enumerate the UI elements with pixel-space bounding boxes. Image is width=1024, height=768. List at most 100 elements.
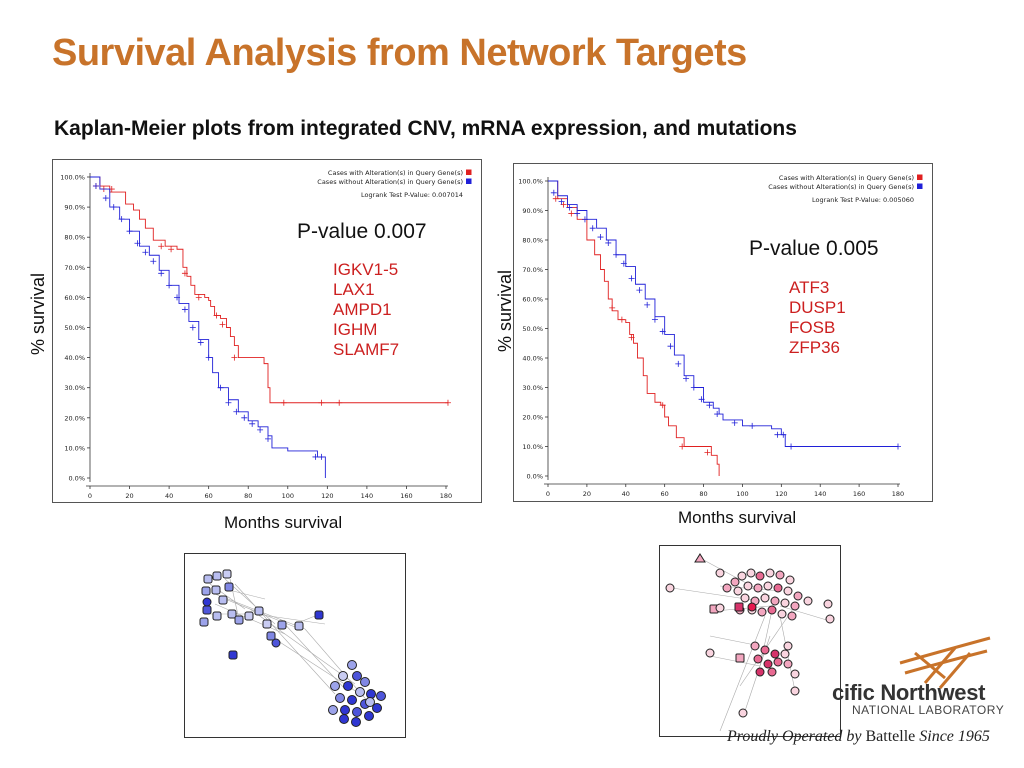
y-tick-label: 30.0% (64, 384, 85, 392)
censor-mark (589, 225, 596, 232)
censor-mark (92, 183, 99, 190)
logrank-text: Logrank Test P-Value: 0.005060 (812, 196, 914, 204)
km-series-line-altered (90, 176, 448, 404)
km-plot-right: 0.0% 10.0% 20.0% 30.0% 40.0% 50.0% 60.0% 70.0% 8… (513, 163, 933, 502)
censor-mark (704, 449, 711, 456)
x-tick-label: 120 (775, 490, 787, 498)
censor-mark (749, 422, 756, 429)
legend-entry-label: Cases without Alteration(s) in Query Gen… (317, 178, 463, 186)
censor-mark (118, 216, 125, 223)
censor-mark (166, 282, 173, 289)
gene-item: LAX1 (333, 280, 375, 299)
y-tick-label: 70.0% (522, 266, 543, 274)
x-tick-label: 0 (546, 490, 550, 498)
pvalue-right: P-value 0.005 (749, 237, 879, 260)
censor-mark (142, 249, 149, 256)
x-tick-label: 60 (661, 490, 669, 498)
gene-item: IGKV1-5 (333, 260, 399, 279)
x-tick-label: 180 (892, 490, 904, 498)
network-nodes (199, 569, 386, 727)
censor-mark (675, 360, 682, 367)
x-tick-label: 160 (400, 492, 412, 500)
x-tick-label: 60 (205, 492, 213, 500)
censor-mark (683, 375, 690, 382)
network-graph-left (199, 569, 386, 727)
censor-mark (895, 443, 901, 450)
censor-mark (597, 234, 604, 241)
y-tick-label: 90.0% (522, 207, 543, 215)
censor-mark (714, 411, 721, 418)
censor-mark (698, 396, 705, 403)
censor-mark (706, 402, 713, 409)
network-graph-right (665, 553, 835, 732)
censor-mark (225, 399, 232, 406)
slide-subtitle: Kaplan-Meier plots from integrated CNV, … (54, 117, 797, 140)
censor-mark (181, 270, 188, 277)
gene-item: SLAMF7 (333, 340, 400, 359)
x-tick-label: 20 (125, 492, 133, 500)
censor-mark (788, 443, 795, 450)
x-tick-label: 40 (622, 490, 630, 498)
y-tick-label: 0.0% (68, 475, 85, 483)
gene-item: DUSP1 (789, 298, 846, 317)
censor-mark (241, 414, 248, 421)
y-tick-label: 20.0% (522, 414, 543, 422)
censor-mark (168, 246, 175, 253)
x-tick-label: 100 (282, 492, 294, 500)
y-tick-label: 50.0% (522, 325, 543, 333)
censor-mark (618, 316, 625, 323)
gene-item: IGHM (333, 320, 378, 339)
y-tick-label: 70.0% (64, 264, 85, 272)
xlabel-left: Months survival (224, 513, 343, 532)
censor-mark (312, 453, 319, 460)
x-tick-label: 120 (321, 492, 333, 500)
legend-entry-label: Cases with Alteration(s) in Query Gene(s… (328, 169, 463, 177)
censor-mark (189, 324, 196, 331)
censor-mark (233, 408, 240, 415)
censor-mark (257, 426, 264, 433)
y-tick-label: 10.0% (64, 444, 85, 452)
x-tick-label: 20 (583, 490, 591, 498)
ylabel-right: % survival (495, 269, 515, 352)
x-tick-label: 140 (814, 490, 826, 498)
censor-mark (690, 384, 697, 391)
legend-swatch (917, 183, 923, 189)
km-chart-right: 0.0% 10.0% 20.0% 30.0% 40.0% 50.0% 60.0% 70.0% 8… (518, 174, 923, 498)
censor-mark (605, 239, 612, 246)
tagline-suffix: Since 1965 (915, 728, 990, 745)
censor-mark (613, 251, 620, 258)
gene-item: ZFP36 (789, 338, 841, 357)
y-tick-label: 80.0% (64, 234, 85, 242)
censor-mark (644, 301, 651, 308)
censor-mark (336, 399, 343, 406)
censor-mark (219, 321, 226, 328)
censor-mark (231, 354, 238, 361)
censor-mark (205, 354, 212, 361)
y-tick-label: 0.0% (526, 473, 543, 481)
logrank-text: Logrank Test P-Value: 0.007014 (361, 191, 463, 199)
x-tick-label: 100 (736, 490, 748, 498)
x-tick-label: 180 (440, 492, 452, 500)
censor-mark (552, 195, 559, 202)
legend-entry-label: Cases without Alteration(s) in Query Gen… (768, 183, 914, 191)
censor-mark (318, 399, 325, 406)
censor-mark (158, 243, 165, 250)
y-tick-label: 100.0% (518, 178, 543, 186)
censor-mark (217, 384, 224, 391)
legend-entry-label: Cases with Alteration(s) in Query Gene(s… (779, 174, 914, 182)
legend-swatch (466, 178, 472, 184)
censor-mark (249, 420, 256, 427)
network-diagram-left (184, 553, 406, 738)
censor-mark (566, 204, 573, 211)
censor-mark (213, 312, 220, 319)
gene-list-right: ATF3 DUSP1 FOSB ZFP36 (789, 278, 846, 358)
censor-mark (667, 343, 674, 350)
censor-mark (609, 304, 616, 311)
censor-mark (659, 402, 666, 409)
censor-mark (731, 419, 738, 426)
tagline-prefix: Proudly Operated by (727, 728, 866, 745)
censor-mark (280, 399, 287, 406)
y-tick-label: 100.0% (60, 174, 85, 182)
pnnl-logo-name: cific Northwest (832, 680, 986, 705)
censor-mark (628, 275, 635, 282)
